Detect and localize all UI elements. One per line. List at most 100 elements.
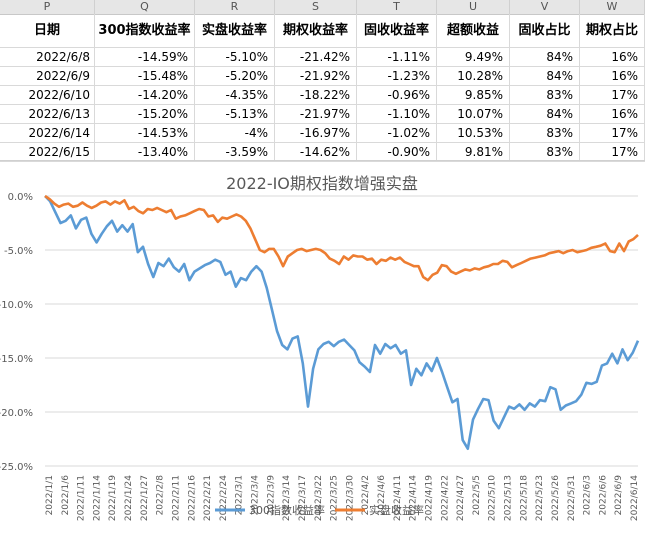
- cell-option-return[interactable]: -14.62%: [275, 143, 357, 162]
- cell-fixed-return[interactable]: -1.10%: [357, 105, 437, 124]
- header-cell-fixed-ratio[interactable]: 固收占比: [510, 14, 580, 48]
- column-letter-t[interactable]: T: [357, 0, 437, 14]
- cell-option-return[interactable]: -21.92%: [275, 67, 357, 86]
- header-cell-index-return[interactable]: 300指数收益率: [95, 14, 195, 48]
- cell-date[interactable]: 2022/6/9: [0, 67, 95, 86]
- cell-fixed-ratio[interactable]: 84%: [510, 48, 580, 67]
- x-tick-label: 2022/1/11: [77, 475, 87, 521]
- x-tick-label: 2022/5/10: [488, 475, 498, 521]
- cell-excess-return[interactable]: 10.53%: [437, 124, 510, 143]
- header-cell-option-ratio[interactable]: 期权占比: [580, 14, 645, 48]
- cell-fixed-return[interactable]: -1.11%: [357, 48, 437, 67]
- cell-index-return[interactable]: -14.59%: [95, 48, 195, 67]
- cell-fixed-ratio[interactable]: 84%: [510, 105, 580, 124]
- column-letter-r[interactable]: R: [195, 0, 275, 14]
- x-tick-label: 2022/5/26: [551, 475, 561, 521]
- cell-index-return[interactable]: -15.20%: [95, 105, 195, 124]
- y-tick-label: -5.0%: [4, 246, 33, 257]
- cell-date[interactable]: 2022/6/15: [0, 143, 95, 162]
- x-tick-label: 2022/1/27: [140, 475, 150, 521]
- cell-date[interactable]: 2022/6/10: [0, 86, 95, 105]
- x-tick-label: 2022/1/6: [61, 475, 71, 516]
- y-tick-label: -25.0%: [0, 462, 33, 473]
- cell-live-return[interactable]: -4.35%: [195, 86, 275, 105]
- x-tick-label: 2022/5/18: [519, 475, 529, 521]
- cell-option-ratio[interactable]: 17%: [580, 86, 645, 105]
- table-row: 2022/6/13 -15.20% -5.13% -21.97% -1.10% 10.07…: [0, 105, 645, 124]
- header-cell-option-return[interactable]: 期权收益率: [275, 14, 357, 48]
- column-letter-w[interactable]: W: [580, 0, 645, 14]
- cell-option-return[interactable]: -21.42%: [275, 48, 357, 67]
- x-tick-label: 2022/3/1: [235, 475, 245, 515]
- chart-area[interactable]: 2022-IO期权指数增强实盘 0.0% -5.0% -10.0% -15.0% -20…: [0, 160, 645, 537]
- cell-option-return[interactable]: -16.97%: [275, 124, 357, 143]
- cell-date[interactable]: 2022/6/8: [0, 48, 95, 67]
- x-tick-label: 2022/3/9: [266, 475, 276, 516]
- column-letter-q[interactable]: Q: [95, 0, 195, 14]
- cell-index-return[interactable]: -13.40%: [95, 143, 195, 162]
- cell-excess-return[interactable]: 9.49%: [437, 48, 510, 67]
- x-tick-label: 2022/6/9: [614, 475, 624, 516]
- table-row: 2022/6/8 -14.59% -5.10% -21.42% -1.11% 9.49% 8…: [0, 48, 645, 67]
- x-tick-label: 2022/4/27: [456, 475, 466, 521]
- cell-fixed-ratio[interactable]: 83%: [510, 124, 580, 143]
- cell-fixed-return[interactable]: -0.96%: [357, 86, 437, 105]
- cell-index-return[interactable]: -15.48%: [95, 67, 195, 86]
- cell-fixed-return[interactable]: -0.90%: [357, 143, 437, 162]
- y-tick-label: -20.0%: [0, 408, 33, 419]
- cell-excess-return[interactable]: 9.85%: [437, 86, 510, 105]
- cell-option-ratio[interactable]: 16%: [580, 105, 645, 124]
- x-tick-label: 2022/6/6: [598, 475, 608, 516]
- x-tick-label: 2022/4/22: [440, 475, 450, 521]
- header-cell-excess-return[interactable]: 超额收益: [437, 14, 510, 48]
- table-row: 2022/6/10 -14.20% -4.35% -18.22% -0.96% 9.85%…: [0, 86, 645, 105]
- x-tick-label: 2022/1/1: [45, 475, 55, 515]
- x-tick-label: 2022/2/8: [156, 475, 166, 516]
- cell-option-return[interactable]: -18.22%: [275, 86, 357, 105]
- header-cell-live-return[interactable]: 实盘收益率: [195, 14, 275, 48]
- column-letter-u[interactable]: U: [437, 0, 510, 14]
- cell-excess-return[interactable]: 10.28%: [437, 67, 510, 86]
- header-cell-date[interactable]: 日期: [0, 14, 95, 48]
- cell-excess-return[interactable]: 10.07%: [437, 105, 510, 124]
- column-letter-v[interactable]: V: [510, 0, 580, 14]
- cell-live-return[interactable]: -3.59%: [195, 143, 275, 162]
- x-tick-label: 2022/2/16: [187, 475, 197, 521]
- cell-live-return[interactable]: -5.20%: [195, 67, 275, 86]
- x-tick-label: 2022/2/21: [203, 475, 213, 521]
- cell-fixed-return[interactable]: -1.23%: [357, 67, 437, 86]
- x-tick-label: 2022/5/31: [567, 475, 577, 521]
- x-tick-label: 2022/2/11: [171, 475, 181, 521]
- y-tick-label: -15.0%: [0, 354, 33, 365]
- cell-excess-return[interactable]: 9.81%: [437, 143, 510, 162]
- cell-live-return[interactable]: -5.10%: [195, 48, 275, 67]
- cell-live-return[interactable]: -5.13%: [195, 105, 275, 124]
- cell-option-return[interactable]: -21.97%: [275, 105, 357, 124]
- header-row: 日期 300指数收益率 实盘收益率 期权收益率 固收收益率 超额收益 固收占比 …: [0, 14, 645, 48]
- header-cell-fixed-return[interactable]: 固收收益率: [357, 14, 437, 48]
- table-row: 2022/6/14 -14.53% -4% -16.97% -1.02% 10.53% 83…: [0, 124, 645, 143]
- x-tick-label: 2022/6/14: [630, 475, 640, 521]
- cell-live-return[interactable]: -4%: [195, 124, 275, 143]
- cell-option-ratio[interactable]: 16%: [580, 67, 645, 86]
- cell-fixed-return[interactable]: -1.02%: [357, 124, 437, 143]
- cell-date[interactable]: 2022/6/13: [0, 105, 95, 124]
- table-row: 2022/6/15 -13.40% -3.59% -14.62% -0.90% 9.81%…: [0, 143, 645, 162]
- x-tick-label: 2022/3/17: [298, 475, 308, 521]
- x-tick-label: 2022/4/6: [377, 475, 387, 516]
- x-tick-label: 2022/5/5: [472, 475, 482, 515]
- series-line-1: [44, 195, 640, 451]
- cell-date[interactable]: 2022/6/14: [0, 124, 95, 143]
- column-letter-p[interactable]: P: [0, 0, 95, 14]
- x-tick-label: 2022/5/13: [504, 475, 514, 521]
- cell-fixed-ratio[interactable]: 84%: [510, 67, 580, 86]
- x-tick-label: 2022/3/30: [345, 475, 355, 521]
- column-letter-s[interactable]: S: [275, 0, 357, 14]
- cell-option-ratio[interactable]: 17%: [580, 124, 645, 143]
- cell-fixed-ratio[interactable]: 83%: [510, 86, 580, 105]
- series-line-2: [44, 194, 639, 282]
- cell-option-ratio[interactable]: 16%: [580, 48, 645, 67]
- cell-index-return[interactable]: -14.20%: [95, 86, 195, 105]
- cell-fixed-ratio[interactable]: 83%: [510, 143, 580, 162]
- cell-index-return[interactable]: -14.53%: [95, 124, 195, 143]
